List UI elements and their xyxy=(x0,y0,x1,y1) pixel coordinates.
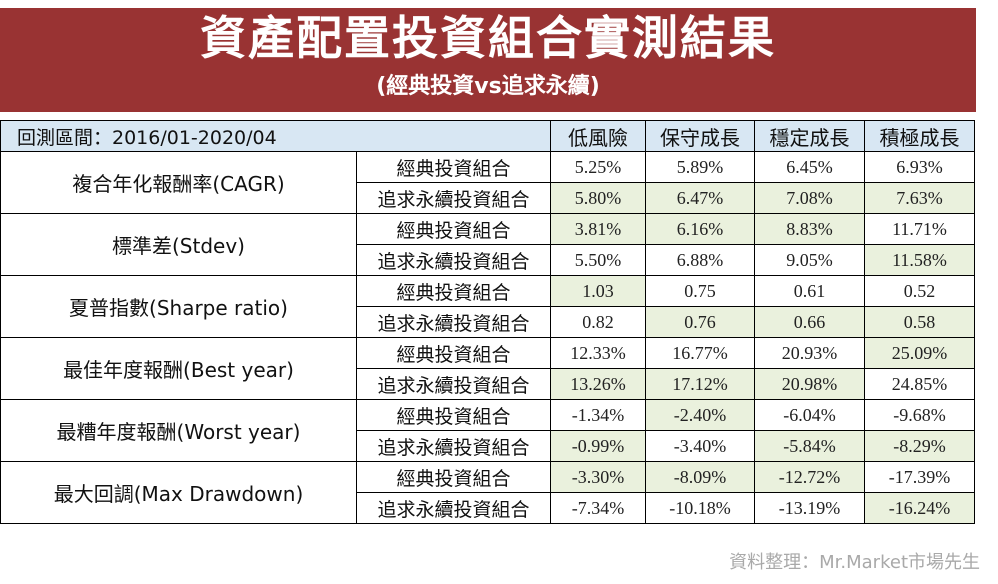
table-body: 複合年化報酬率(CAGR) 經典投資組合 5.25% 5.89% 6.45% 6.93% 追… xyxy=(0,151,975,524)
table-row: 追求永續投資組合 13.26% 17.12% 20.98% 24.85% xyxy=(1,368,975,400)
value-cell: 6.93% xyxy=(864,151,975,183)
value-cell: -13.19% xyxy=(754,492,865,524)
table-row: 複合年化報酬率(CAGR) 經典投資組合 5.25% 5.89% 6.45% 6.93% xyxy=(0,151,975,214)
table-row: 夏普指數(Sharpe ratio) 經典投資組合 1.03 0.75 0.61 0.52 xyxy=(0,275,975,338)
value-cell: 8.83% xyxy=(754,213,865,245)
value-cell: 20.93% xyxy=(754,337,865,369)
portfolio-label: 經典投資組合 xyxy=(356,275,551,307)
metric-name: 最糟年度報酬(Worst year) xyxy=(0,399,357,462)
value-cell: 5.80% xyxy=(550,182,646,214)
value-cell: 0.61 xyxy=(754,275,865,307)
value-cell: 11.71% xyxy=(864,213,975,245)
header-row: 回測區間：2016/01-2020/04 低風險 保守成長 穩定成長 積極成長 xyxy=(0,120,975,152)
value-cell: 0.75 xyxy=(645,275,755,307)
value-cell: 7.63% xyxy=(864,182,975,214)
value-cell: 17.12% xyxy=(645,368,755,400)
value-cell: -7.34% xyxy=(550,492,646,524)
portfolio-label: 追求永續投資組合 xyxy=(356,368,551,400)
metric-name: 夏普指數(Sharpe ratio) xyxy=(0,275,357,338)
table-row: 最大回調(Max Drawdown) 經典投資組合 -3.30% -8.09% -12.… xyxy=(0,461,975,524)
metric-name: 複合年化報酬率(CAGR) xyxy=(0,151,357,214)
table-row: 最佳年度報酬(Best year) 經典投資組合 12.33% 16.77% 20.93… xyxy=(0,337,975,400)
value-cell: 20.98% xyxy=(754,368,865,400)
value-cell: -1.34% xyxy=(550,399,646,431)
value-cell: 7.08% xyxy=(754,182,865,214)
value-cell: -8.09% xyxy=(645,461,755,493)
value-cell: 0.76 xyxy=(645,306,755,338)
value-cell: -8.29% xyxy=(864,430,975,462)
portfolio-label: 追求永續投資組合 xyxy=(356,306,551,338)
value-cell: 0.66 xyxy=(754,306,865,338)
value-cell: 6.16% xyxy=(645,213,755,245)
table-row: 最糟年度報酬(Worst year) 經典投資組合 -1.34% -2.40% -6.0… xyxy=(0,399,975,462)
portfolio-label: 經典投資組合 xyxy=(356,213,551,245)
page-title: 資產配置投資組合實測結果 xyxy=(200,11,776,65)
value-cell: 11.58% xyxy=(864,244,975,276)
source-note: 資料整理：Mr.Market市場先生 xyxy=(729,552,980,573)
value-cell: 12.33% xyxy=(550,337,646,369)
value-cell: 24.85% xyxy=(864,368,975,400)
table-row: 標準差(Stdev) 經典投資組合 3.81% 6.16% 8.83% 11.71% xyxy=(0,213,975,276)
portfolio-label: 經典投資組合 xyxy=(356,151,551,183)
value-cell: 6.47% xyxy=(645,182,755,214)
metric-name: 最大回調(Max Drawdown) xyxy=(0,461,357,524)
value-cell: -17.39% xyxy=(864,461,975,493)
value-cell: -0.99% xyxy=(550,430,646,462)
column-header: 保守成長 xyxy=(645,120,755,152)
value-cell: 0.82 xyxy=(550,306,646,338)
value-cell: -3.30% xyxy=(550,461,646,493)
value-cell: 16.77% xyxy=(645,337,755,369)
metric-name: 標準差(Stdev) xyxy=(0,213,357,276)
period-label: 回測區間：2016/01-2020/04 xyxy=(0,120,551,152)
value-cell: 6.45% xyxy=(754,151,865,183)
value-cell: 0.58 xyxy=(864,306,975,338)
value-cell: 1.03 xyxy=(550,275,646,307)
portfolio-label: 經典投資組合 xyxy=(356,461,551,493)
value-cell: 5.89% xyxy=(645,151,755,183)
portfolio-label: 追求永續投資組合 xyxy=(356,430,551,462)
column-header: 穩定成長 xyxy=(754,120,865,152)
portfolio-label: 經典投資組合 xyxy=(356,399,551,431)
portfolio-label: 追求永續投資組合 xyxy=(356,182,551,214)
metric-name: 最佳年度報酬(Best year) xyxy=(0,337,357,400)
value-cell: -6.04% xyxy=(754,399,865,431)
value-cell: 6.88% xyxy=(645,244,755,276)
value-cell: -2.40% xyxy=(645,399,755,431)
value-cell: -9.68% xyxy=(864,399,975,431)
portfolio-label: 追求永續投資組合 xyxy=(356,244,551,276)
table-row: 追求永續投資組合 -7.34% -10.18% -13.19% -16.24% xyxy=(1,492,975,524)
portfolio-label: 追求永續投資組合 xyxy=(356,492,551,524)
value-cell: 25.09% xyxy=(864,337,975,369)
value-cell: 5.50% xyxy=(550,244,646,276)
portfolio-label: 經典投資組合 xyxy=(356,337,551,369)
results-table: 回測區間：2016/01-2020/04 低風險 保守成長 穩定成長 積極成長 … xyxy=(0,120,975,524)
value-cell: 13.26% xyxy=(550,368,646,400)
value-cell: -16.24% xyxy=(864,492,975,524)
page-subtitle: (經典投資vs追求永續) xyxy=(376,74,600,99)
value-cell: -12.72% xyxy=(754,461,865,493)
table-row: 追求永續投資組合 0.82 0.76 0.66 0.58 xyxy=(1,306,975,338)
value-cell: 5.25% xyxy=(550,151,646,183)
value-cell: -10.18% xyxy=(645,492,755,524)
column-header: 積極成長 xyxy=(864,120,975,152)
value-cell: -5.84% xyxy=(754,430,865,462)
title-banner xyxy=(0,8,976,112)
value-cell: 0.52 xyxy=(864,275,975,307)
column-header: 低風險 xyxy=(550,120,646,152)
value-cell: 9.05% xyxy=(754,244,865,276)
value-cell: 3.81% xyxy=(550,213,646,245)
value-cell: -3.40% xyxy=(645,430,755,462)
table-row: 追求永續投資組合 -0.99% -3.40% -5.84% -8.29% xyxy=(1,430,975,462)
table-row: 追求永續投資組合 5.80% 6.47% 7.08% 7.63% xyxy=(1,182,975,214)
table-row: 追求永續投資組合 5.50% 6.88% 9.05% 11.58% xyxy=(1,244,975,276)
